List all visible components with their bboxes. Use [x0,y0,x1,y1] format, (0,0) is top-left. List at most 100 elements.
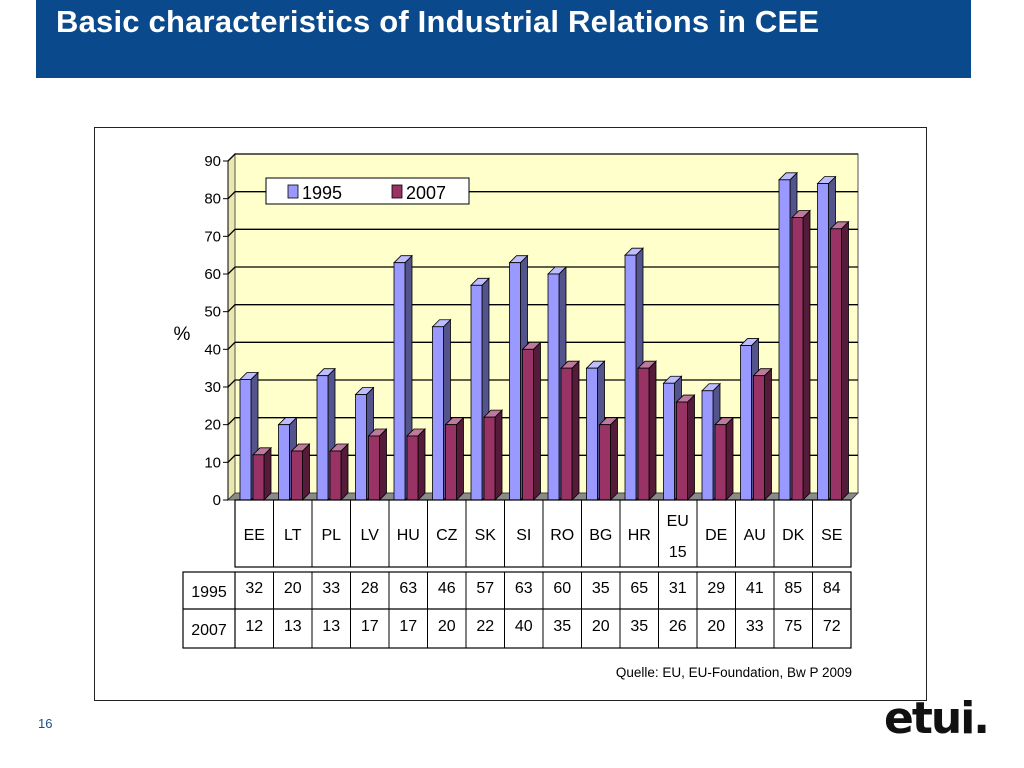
bar-2007 [599,424,611,501]
bar-2007-side [841,220,849,501]
y-tick-label: 30 [204,379,221,396]
table-value-1995: 63 [399,580,417,597]
category-label: SE [821,527,842,544]
y-axis-label: % [174,324,191,345]
table-value-2007: 26 [669,618,687,635]
table-value-2007: 35 [630,618,648,635]
bar-2007-side [571,360,580,501]
table-series-label: 1995 [191,584,227,601]
y-tick-label: 10 [204,454,221,471]
plot-side-wall [227,152,236,502]
table-value-1995: 63 [515,580,533,597]
table-value-1995: 85 [784,580,802,597]
table-series-label: 2007 [191,622,227,639]
table-value-1995: 57 [476,580,494,597]
bar-1995 [316,375,329,501]
category-label: PL [321,527,341,544]
table-value-1995: 84 [823,580,841,597]
category-label: DK [782,527,805,544]
bar-2007 [368,435,380,501]
bar-2007 [560,367,573,501]
bar-2007 [445,424,457,501]
bar-2007-side [263,446,272,501]
table-value-1995: 65 [630,580,648,597]
bar-1995 [778,179,791,501]
table-value-2007: 72 [823,618,841,635]
bar-2007 [329,450,342,501]
bar-1995 [663,382,675,501]
table-value-1995: 20 [284,580,302,597]
bar-2007-side [533,341,541,501]
bar-1995 [740,345,752,501]
bar-1995 [393,262,406,501]
bar-2007 [753,375,765,501]
bar-2007-side [417,428,426,501]
table-value-2007: 20 [707,618,725,635]
legend-swatch-1995 [287,184,299,199]
y-tick-label: 20 [204,417,221,434]
category-label: CZ [436,527,458,544]
table-value-1995: 46 [438,580,456,597]
table-value-1995: 28 [361,580,379,597]
bar-1995 [470,284,483,501]
bar-2007-side [648,360,657,501]
bar-2007-side [610,416,618,501]
bar-2007 [676,401,688,501]
table-value-1995: 35 [592,580,610,597]
bar-2007 [830,228,842,501]
bar-2007-side [456,416,464,501]
table-value-2007: 35 [553,618,571,635]
category-label: EU [667,513,689,530]
y-tick-label: 0 [213,492,221,509]
bar-1995 [432,326,444,501]
category-label: HU [397,527,420,544]
category-label: EE [244,527,265,544]
y-tick-label: 80 [204,191,221,208]
table-value-2007: 17 [361,618,379,635]
table-value-2007: 75 [784,618,802,635]
table-value-2007: 13 [284,618,302,635]
page-number: 16 [38,716,53,731]
bar-2007 [406,435,419,501]
table-value-2007: 20 [438,618,456,635]
gridline [227,341,858,350]
bar-1995 [278,424,290,501]
bar-1995 [355,394,367,501]
table-value-2007: 33 [746,618,764,635]
table-value-2007: 13 [322,618,340,635]
bar-2007-side [379,428,387,501]
bar-2007-side [687,394,695,501]
table-values-box [182,571,852,649]
bar-2007-side [494,409,503,501]
bar-2007 [291,450,303,501]
table-value-1995: 60 [553,580,571,597]
bar-1995 [701,390,714,501]
legend-label-1995: 1995 [302,183,342,203]
title-bar: Basic characteristics of Industrial Rela… [36,0,971,78]
etui-logo: etui. [884,693,990,744]
bar-2007 [252,454,265,501]
bar-2007-side [802,209,811,501]
legend-box [265,177,470,205]
category-label: LT [284,527,302,544]
bar-1995 [239,379,252,501]
gridline [227,191,858,200]
bar-2007-side [725,416,734,501]
y-tick-label: 60 [204,266,221,283]
category-label: 15 [669,544,687,561]
bar-2007-side [764,367,772,501]
category-label: RO [550,527,574,544]
bar-2007 [483,416,496,501]
bar-2007 [791,217,804,501]
bar-1995 [817,183,829,501]
bar-2007 [714,424,727,501]
table-value-1995: 41 [746,580,764,597]
table-value-2007: 22 [476,618,494,635]
table-value-1995: 33 [322,580,340,597]
table-value-2007: 20 [592,618,610,635]
bar-2007 [637,367,650,501]
y-tick-label: 40 [204,341,221,358]
category-label: DE [705,527,727,544]
table-value-1995: 32 [245,580,263,597]
bar-1995 [547,273,560,501]
